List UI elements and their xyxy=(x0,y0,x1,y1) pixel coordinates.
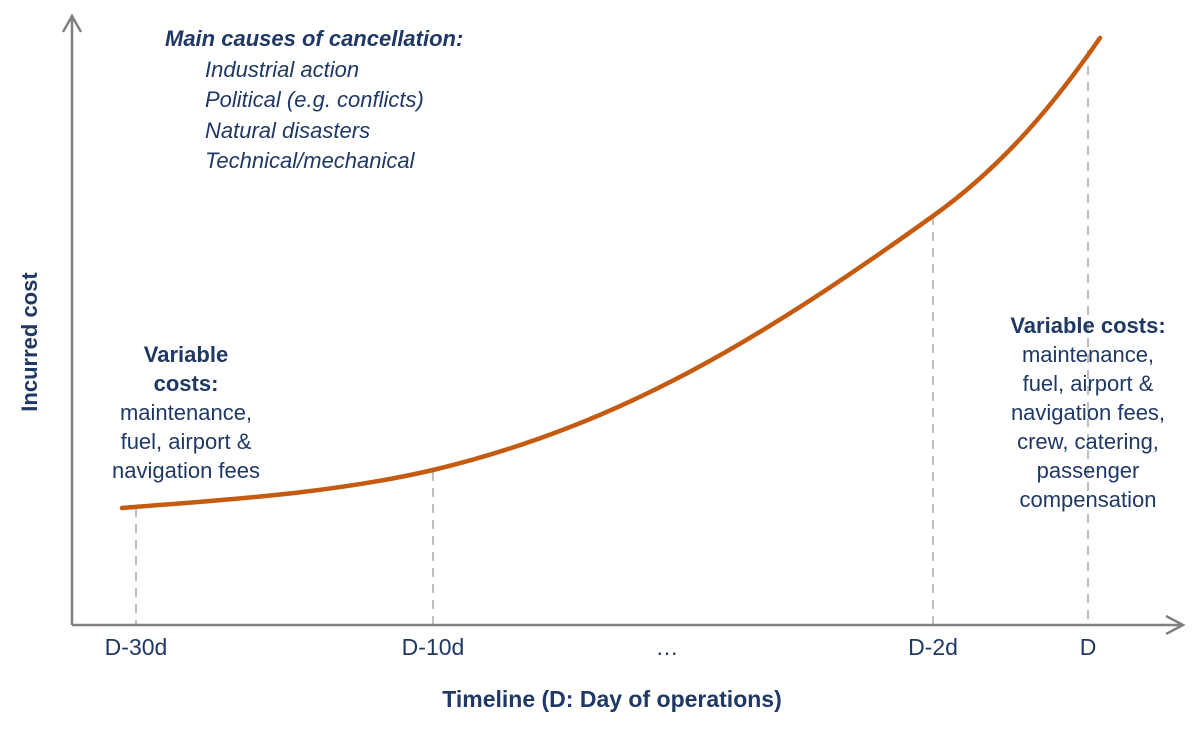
cause-item: Industrial action xyxy=(205,56,360,82)
left-variable-costs-note: Variable costs: maintenance, fuel, airpo… xyxy=(86,340,286,485)
y-axis-arrow-icon xyxy=(61,13,83,33)
causes-title: Main causes of cancellation: xyxy=(165,26,464,51)
right-note-line: fuel, airport & xyxy=(1022,371,1154,396)
x-tick-label: D-30d xyxy=(104,634,168,660)
x-axis-label: Timeline (D: Day of operations) xyxy=(442,686,782,712)
right-variable-costs-note: Variable costs: maintenance, fuel, airpo… xyxy=(1010,311,1165,514)
right-note-line: crew, catering, xyxy=(1017,429,1159,454)
left-note-line: navigation fees xyxy=(112,458,260,483)
right-note-line: passenger xyxy=(1036,458,1140,483)
x-tick-label: D xyxy=(1079,634,1097,660)
x-tick-label: D-2d xyxy=(908,634,958,660)
left-note-title-line2: costs: xyxy=(153,371,219,396)
left-note-title-line1: Variable xyxy=(143,342,229,367)
cause-item: Natural disasters xyxy=(205,117,371,143)
y-axis-label: Incurred cost xyxy=(17,272,42,412)
cause-item: Political (e.g. conflicts) xyxy=(205,87,424,112)
right-note-line: compensation xyxy=(1019,487,1157,512)
x-tick-label: … xyxy=(655,634,679,660)
left-note-line: fuel, airport & xyxy=(120,429,252,454)
cost-curve xyxy=(119,35,1103,511)
x-tick-label: D-10d xyxy=(401,634,465,660)
cause-item: Technical/mechanical xyxy=(205,148,415,173)
x-axis-arrow-icon xyxy=(1165,614,1186,636)
cancellation-causes: Main causes of cancellation: Industrial … xyxy=(165,24,463,177)
right-note-line: navigation fees, xyxy=(1010,400,1166,425)
left-note-line: maintenance, xyxy=(119,400,253,425)
right-note-line: maintenance, xyxy=(1021,342,1155,367)
right-note-title: Variable costs: xyxy=(1010,313,1166,338)
